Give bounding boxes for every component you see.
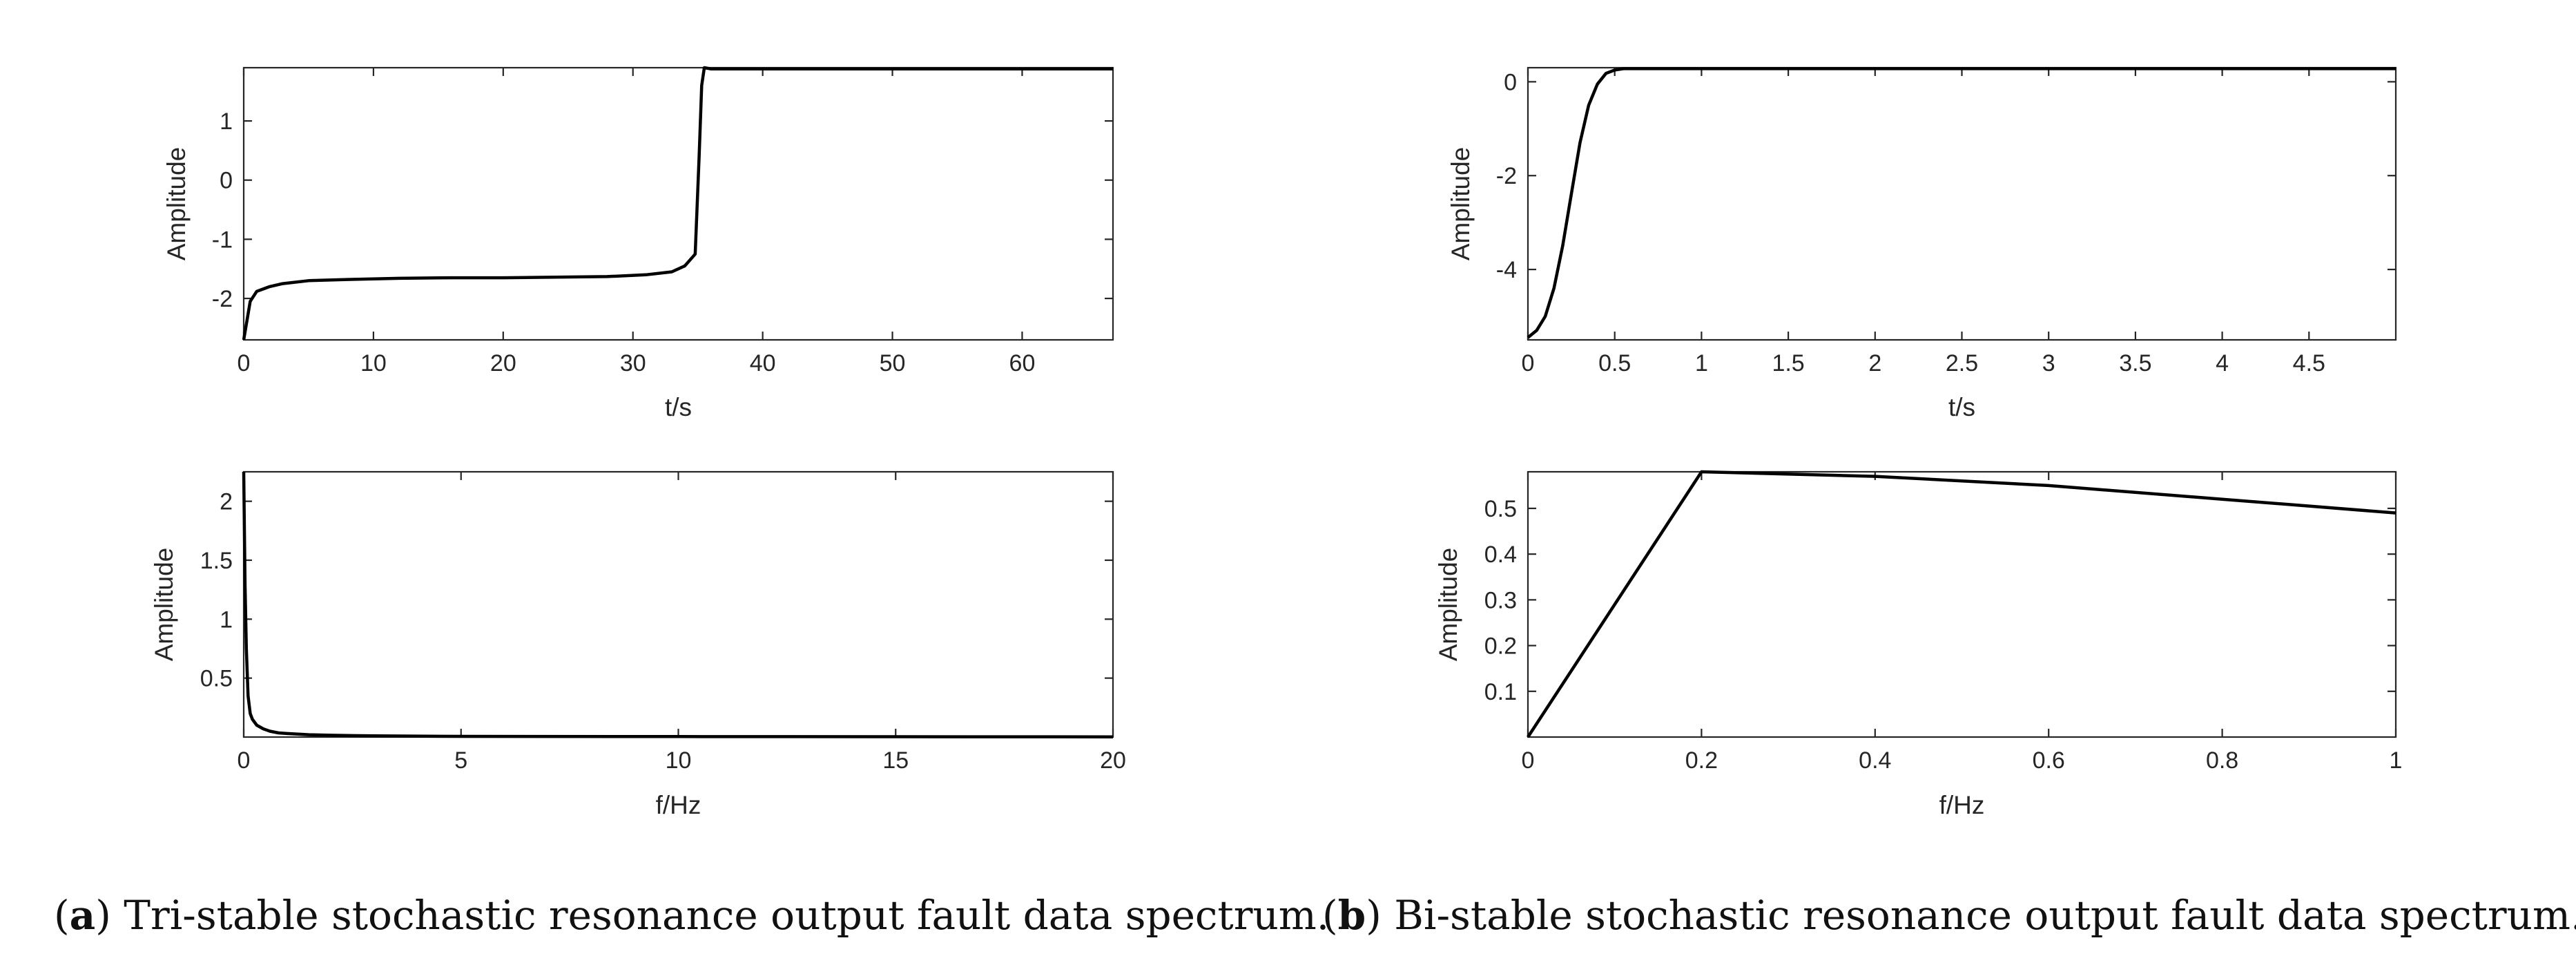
y-tick-label: 0.5 (1484, 496, 1517, 522)
x-tick-label: 40 (750, 350, 776, 376)
x-tick-label: 20 (1100, 747, 1126, 774)
chart-panel-1: 0 10 20 30 40 50 60 -2 -1 0 1 t/s Amplitude (162, 66, 1114, 421)
caption-a-label: a (70, 892, 96, 939)
y-tick-label: 1 (220, 108, 233, 135)
x-tick-label: 1 (2390, 747, 2403, 774)
chart-panel-4: 0 0.2 0.4 0.6 0.8 1 0.1 0.2 0.3 0.4 0.5 f/Hz Amplitu… (1434, 470, 2403, 819)
x-axis-label: t/s (665, 393, 692, 421)
x-tick-label: 1 (1695, 350, 1708, 376)
y-tick-label: -2 (1496, 163, 1517, 189)
x-tick-label: 4 (2216, 350, 2229, 376)
y-tick-label: 0.3 (1484, 587, 1517, 613)
x-tick-label: 0.8 (2206, 747, 2238, 774)
y-tick-label: 0.2 (1484, 633, 1517, 660)
x-tick-label: 0.2 (1685, 747, 1718, 774)
x-tick-label: 60 (1009, 350, 1036, 376)
caption-a: (a) Tri-stable stochastic resonance outp… (54, 892, 1329, 939)
x-axis-label: f/Hz (1939, 791, 1985, 819)
chart-panel-2: 0 5 10 15 20 0.5 1 1.5 2 f/Hz Amplitude (150, 470, 1126, 819)
y-tick-label: -2 (212, 286, 233, 312)
x-axis-label: f/Hz (656, 791, 701, 819)
x-tick-label: 10 (666, 747, 692, 774)
x-tick-label: 2 (1868, 350, 1881, 376)
y-tick-label: 1.5 (200, 548, 233, 574)
plot-frame (242, 470, 1114, 738)
caption-b-close-paren: ) (1366, 892, 1382, 939)
x-tick-label: 5 (454, 747, 467, 774)
caption-a-open-paren: ( (54, 892, 70, 939)
x-tick-label: 0.6 (2033, 747, 2065, 774)
x-tick-label: 3.5 (2119, 350, 2151, 376)
caption-b-label: b (1338, 892, 1366, 939)
y-axis-label: Amplitude (1446, 147, 1475, 261)
y-axis-label: Amplitude (150, 548, 178, 662)
series-line (1527, 470, 2396, 738)
plot-frame (242, 66, 1114, 341)
y-tick-label: -1 (212, 227, 233, 253)
x-tick-label: 0.5 (1598, 350, 1631, 376)
x-axis-label: t/s (1948, 393, 1975, 421)
x-tick-label: 3 (2042, 350, 2055, 376)
x-tick-label: 0 (238, 747, 251, 774)
x-tick-label: 0 (1522, 350, 1535, 376)
y-tick-label: 0 (220, 168, 233, 194)
y-tick-label: 0.5 (200, 666, 233, 692)
series-line (1527, 67, 2396, 339)
y-tick-label: 0.4 (1484, 542, 1517, 568)
caption-a-close-paren: ) (95, 892, 111, 939)
series-line (242, 66, 1113, 341)
x-tick-label: 30 (620, 350, 646, 376)
y-axis-label: Amplitude (1434, 548, 1462, 662)
x-tick-label: 4.5 (2293, 350, 2325, 376)
x-tick-label: 20 (490, 350, 516, 376)
y-tick-label: 1 (220, 606, 233, 633)
plot-frame (1527, 470, 2397, 738)
y-tick-label: -4 (1496, 257, 1517, 283)
caption-b-open-paren: ( (1322, 892, 1338, 939)
plot-frame (1527, 66, 2397, 341)
x-tick-label: 15 (882, 747, 909, 774)
x-tick-label: 50 (880, 350, 906, 376)
chart-panel-3: 0 0.5 1 1.5 2 2.5 3 3.5 4 4.5 -4 -2 0 t/s Amplitude (1446, 66, 2397, 421)
caption-b-text: Bi-stable stochastic resonance output fa… (1382, 892, 2576, 939)
x-tick-label: 1.5 (1772, 350, 1804, 376)
y-tick-label: 0.1 (1484, 679, 1517, 705)
x-tick-label: 0 (238, 350, 251, 376)
x-tick-label: 10 (360, 350, 387, 376)
x-tick-label: 2.5 (1946, 350, 1978, 376)
y-tick-label: 2 (220, 489, 233, 515)
x-tick-label: 0 (1522, 747, 1535, 774)
caption-a-text: Tri-stable stochastic resonance output f… (111, 892, 1329, 939)
series-line (242, 471, 1114, 738)
y-tick-label: 0 (1504, 69, 1517, 95)
y-axis-label: Amplitude (162, 147, 191, 261)
x-tick-label: 0.4 (1859, 747, 1891, 774)
caption-b: (b) Bi-stable stochastic resonance outpu… (1322, 892, 2576, 939)
